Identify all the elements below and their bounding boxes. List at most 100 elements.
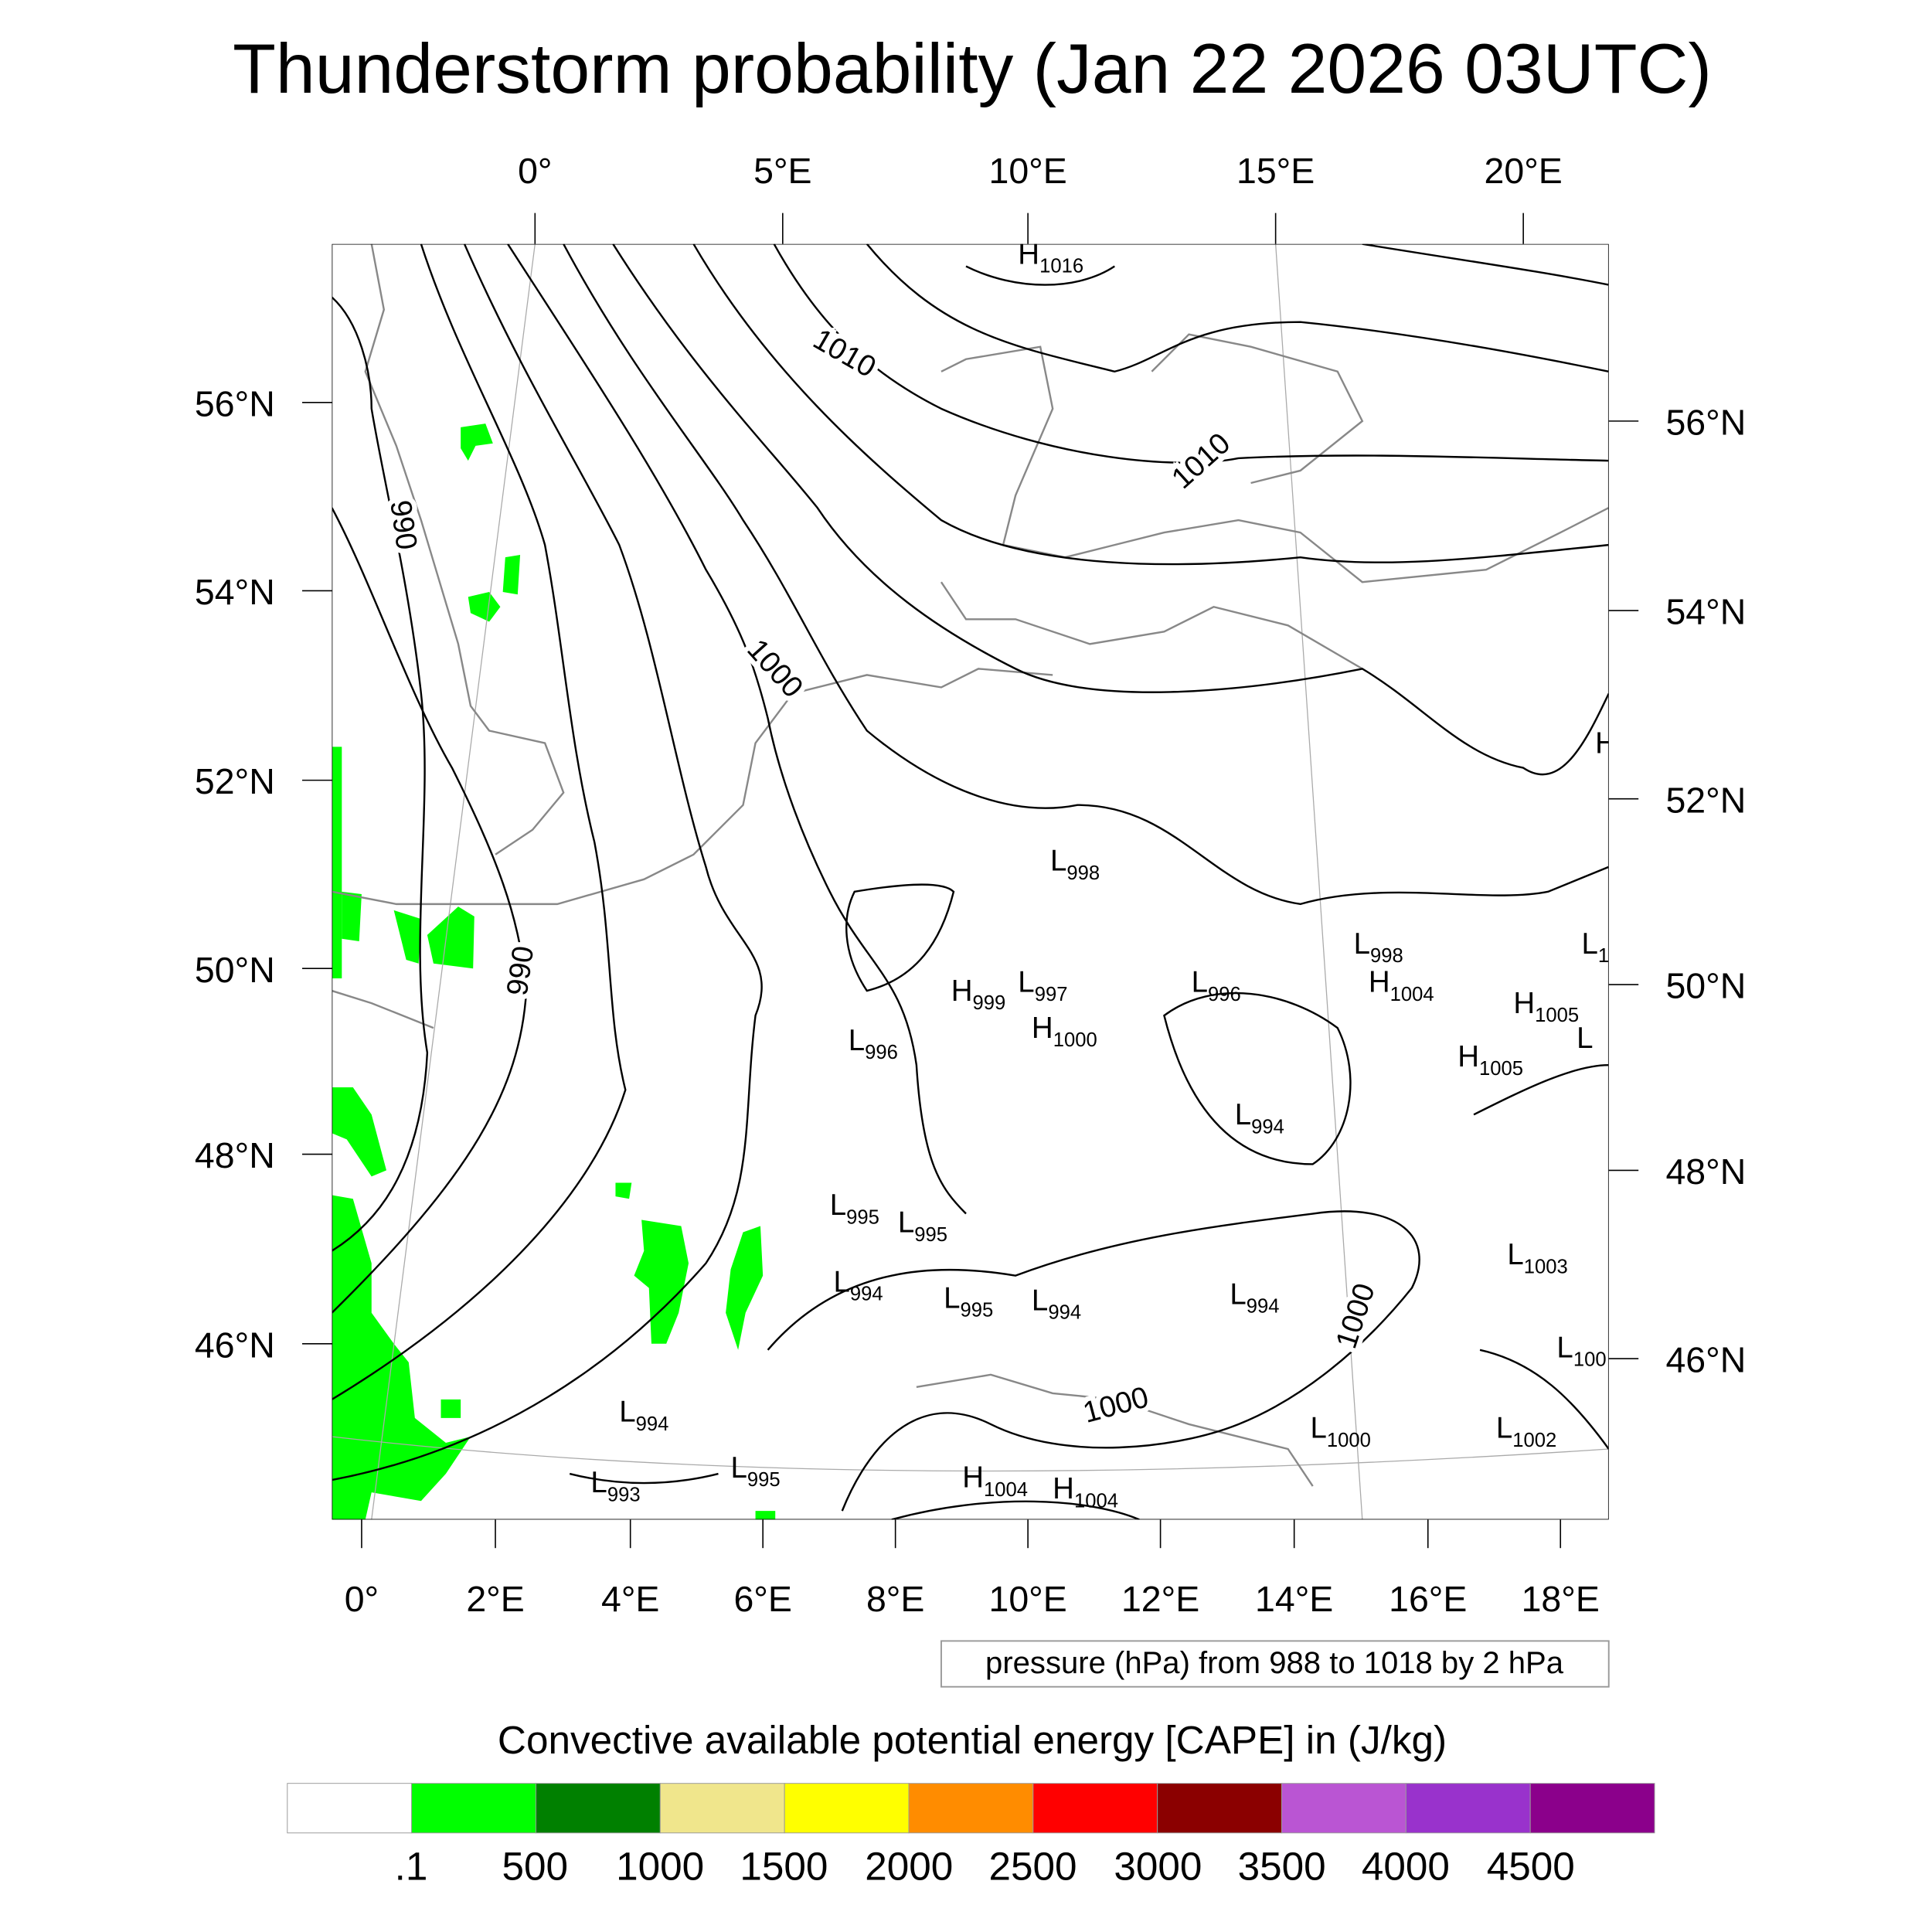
colorbar-label: 1500 (740, 1845, 828, 1889)
isobar (332, 296, 429, 1252)
high-pressure-center: H1004 (1053, 1472, 1118, 1512)
center-value: 1003 (1524, 1256, 1568, 1277)
cape-region (461, 423, 493, 461)
isobar (1473, 1064, 1609, 1116)
center-type: H (1032, 1012, 1053, 1045)
low-pressure-center: L994 (1032, 1284, 1081, 1324)
center-type: L (619, 1396, 635, 1429)
low-pressure-center: L995 (830, 1189, 879, 1228)
center-type: L (834, 1265, 850, 1298)
center-value: 997 (1035, 984, 1068, 1005)
tick-label: 15°E (1236, 151, 1315, 191)
colorbar-swatch (1281, 1783, 1406, 1834)
tick-label: 10°E (988, 151, 1066, 191)
isobar (1479, 1349, 1609, 1450)
center-type: L (1032, 1284, 1048, 1318)
bottom-lon-axis: 0° 2°E 4°E 6°E 8°E 10°E 12°E 14°E 16°E 1… (345, 1519, 1600, 1619)
tick-label: 4°E (601, 1579, 659, 1619)
center-type: H (1369, 966, 1390, 999)
low-pressure-center: L998 (1050, 845, 1100, 884)
colorbar-swatch (411, 1783, 536, 1834)
isobar (1362, 243, 1609, 286)
low-pressure-center: L1002 (1496, 1412, 1556, 1451)
tick-label: 14°E (1255, 1579, 1333, 1619)
center-value: 1000 (1327, 1430, 1371, 1451)
colorbar (287, 1783, 1655, 1834)
isobar (965, 265, 1115, 286)
cape-region (634, 1219, 689, 1344)
center-type: L (1230, 1278, 1246, 1311)
colorbar-label: 2000 (865, 1845, 953, 1889)
center-value: 995 (846, 1206, 879, 1228)
contour-label: 990 (383, 498, 423, 553)
tick-label: 56°N (195, 383, 275, 423)
cape-region (440, 1399, 461, 1418)
isobar (891, 1500, 1140, 1520)
colorbar-swatch (1529, 1783, 1655, 1834)
low-pressure-center: L998 (1354, 927, 1403, 967)
center-type: H (1053, 1472, 1074, 1505)
isobar (866, 243, 1609, 373)
center-value: 1004 (984, 1479, 1028, 1501)
colorbar-swatch (784, 1783, 910, 1834)
low-pressure-center: L994 (1230, 1278, 1279, 1318)
center-value: 995 (961, 1300, 994, 1321)
center-type: L (944, 1281, 960, 1315)
center-value: 999 (973, 992, 1006, 1014)
legend-box (940, 1640, 1610, 1688)
tick-label: 5°E (753, 151, 811, 191)
low-pressure-center: L100 (1556, 1331, 1606, 1370)
colorbar-label: 3500 (1238, 1845, 1326, 1889)
low-pressure-center: L996 (849, 1024, 898, 1063)
center-value: 996 (1208, 984, 1241, 1005)
center-value: 994 (1251, 1116, 1284, 1138)
isobars (332, 243, 1609, 1520)
center-value: 1005 (1535, 1005, 1579, 1026)
center-type: L (1192, 966, 1208, 999)
tick-label: 46°N (195, 1325, 275, 1365)
colorbar-swatch (1157, 1783, 1282, 1834)
cape-fill (332, 423, 776, 1520)
isobar (332, 507, 528, 1314)
colorbar-label: 1000 (616, 1845, 704, 1889)
center-type: H (951, 975, 973, 1008)
center-value: 1005 (1479, 1058, 1523, 1080)
isobar (845, 883, 955, 992)
tick-label: 50°N (1665, 966, 1746, 1006)
center-type: H (1458, 1040, 1479, 1073)
center-type: L (1556, 1331, 1573, 1364)
coastlines (332, 243, 1609, 1487)
center-value: 994 (1048, 1302, 1081, 1324)
center-value: 1000 (1053, 1029, 1097, 1051)
low-pressure-center: L996 (1192, 966, 1241, 1005)
cape-region (342, 891, 362, 941)
low-pressure-center: L (1577, 1022, 1593, 1055)
cape-region (332, 1087, 386, 1177)
isobar (692, 243, 1609, 566)
center-value: 994 (1247, 1296, 1280, 1318)
center-value: 1016 (1039, 256, 1083, 277)
low-pressure-center: L994 (1235, 1098, 1284, 1138)
tick-label: 46°N (1665, 1340, 1746, 1380)
low-pressure-center: L993 (590, 1466, 640, 1505)
tick-label: 2°E (466, 1579, 524, 1619)
colorbar-title: Convective available potential energy [C… (498, 1718, 1447, 1762)
isobar (569, 1472, 719, 1485)
center-type: L (1311, 1412, 1327, 1445)
high-pressure-center: H1005 (1513, 987, 1579, 1026)
low-pressure-center: L994 (619, 1396, 668, 1435)
cape-region (615, 1182, 632, 1199)
tick-label: 0° (518, 151, 552, 191)
colorbar-label: 2500 (989, 1845, 1077, 1889)
center-value: 1 (1598, 945, 1609, 967)
center-type: H (962, 1461, 984, 1495)
low-pressure-center: L995 (944, 1281, 993, 1321)
center-value: 994 (850, 1284, 883, 1305)
tick-label: 20°E (1485, 151, 1563, 191)
center-value: 100 (1573, 1349, 1607, 1371)
cape-region (502, 554, 521, 595)
center-value: 994 (636, 1413, 669, 1435)
isobar (332, 243, 763, 1481)
center-type: L (590, 1466, 607, 1499)
